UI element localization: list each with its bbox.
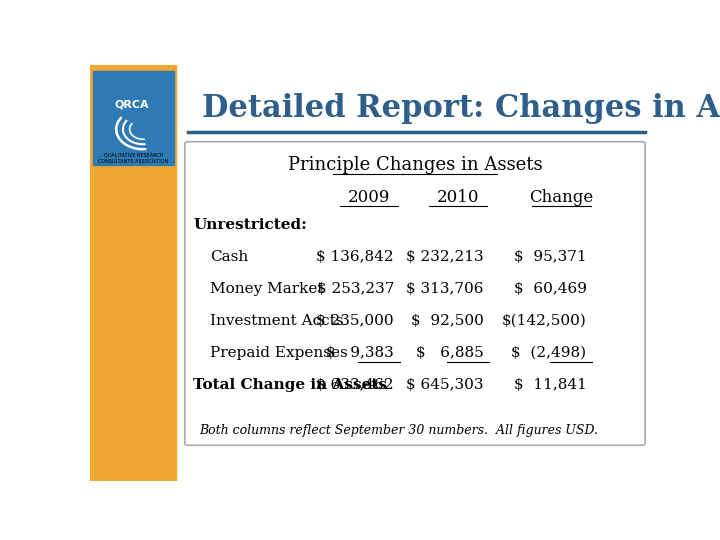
Text: Total Change in Assets: Total Change in Assets (193, 378, 387, 392)
Text: Money Market: Money Market (210, 282, 323, 296)
Text: $  95,371: $ 95,371 (514, 250, 587, 264)
Text: 2009: 2009 (348, 190, 390, 206)
Text: Change: Change (529, 190, 593, 206)
Text: Both columns reflect September 30 numbers.  All figures USD.: Both columns reflect September 30 number… (199, 424, 598, 437)
Text: $ 313,706: $ 313,706 (406, 282, 483, 296)
Text: $  92,500: $ 92,500 (410, 314, 483, 328)
Text: $  60,469: $ 60,469 (513, 282, 587, 296)
Text: Unrestricted:: Unrestricted: (193, 218, 307, 232)
Text: QRCA: QRCA (114, 99, 149, 109)
Text: Principle Changes in Assets: Principle Changes in Assets (288, 156, 543, 173)
Text: QUALITATIVE RESEARCH
CONSULTANTS ASSOCIATION: QUALITATIVE RESEARCH CONSULTANTS ASSOCIA… (99, 153, 168, 164)
Text: $ 235,000: $ 235,000 (317, 314, 394, 328)
Text: $ 633,462: $ 633,462 (317, 378, 394, 392)
Text: $ 136,842: $ 136,842 (317, 250, 394, 264)
Text: $  (2,498): $ (2,498) (511, 346, 587, 360)
Text: $(142,500): $(142,500) (502, 314, 587, 328)
Text: Investment Accts: Investment Accts (210, 314, 343, 328)
Text: $  11,841: $ 11,841 (514, 378, 587, 392)
Text: $   9,383: $ 9,383 (326, 346, 394, 360)
Bar (93, 71, 174, 165)
Text: Prepaid Expenses: Prepaid Expenses (210, 346, 348, 360)
Text: 2010: 2010 (437, 190, 480, 206)
Text: $ 253,237: $ 253,237 (317, 282, 394, 296)
Text: Cash: Cash (210, 250, 248, 264)
Bar (90, 65, 176, 481)
FancyBboxPatch shape (185, 141, 645, 446)
Text: Detailed Report: Changes in Assets: Detailed Report: Changes in Assets (202, 93, 720, 124)
Text: $   6,885: $ 6,885 (415, 346, 483, 360)
Text: $ 232,213: $ 232,213 (406, 250, 483, 264)
Text: $ 645,303: $ 645,303 (406, 378, 483, 392)
